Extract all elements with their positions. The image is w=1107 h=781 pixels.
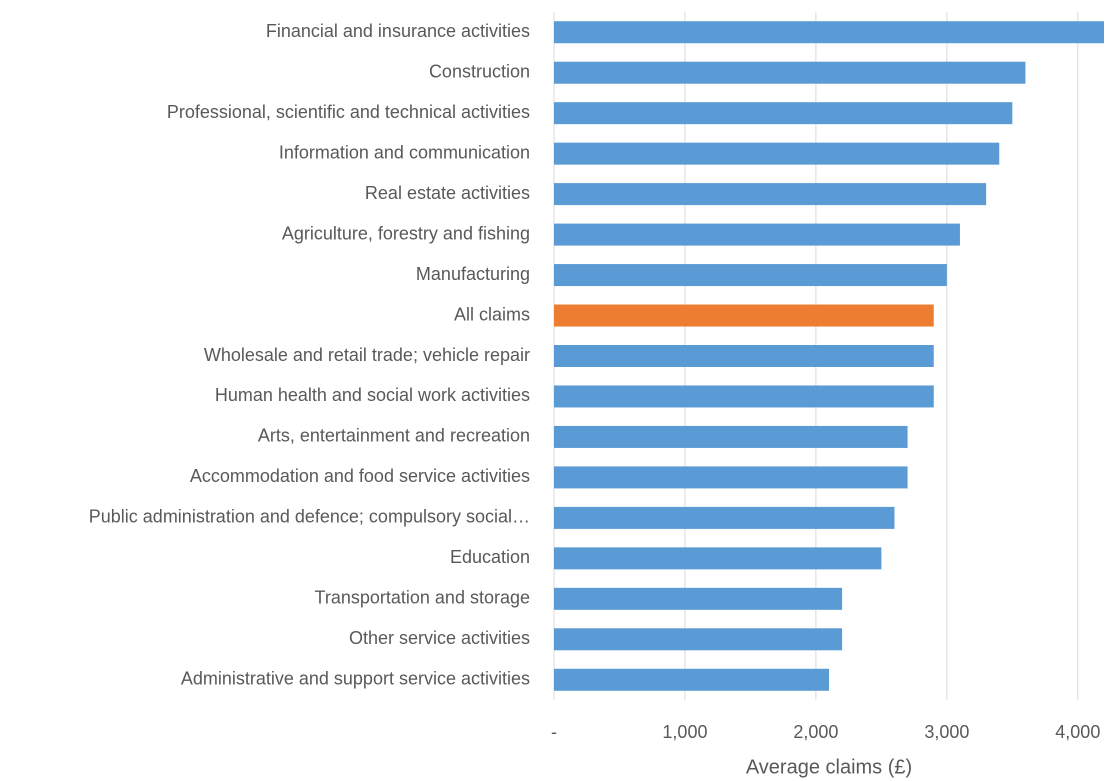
bar bbox=[554, 61, 1026, 84]
bar bbox=[554, 304, 934, 327]
bar bbox=[554, 668, 829, 691]
y-tick-label: Professional, scientific and technical a… bbox=[167, 102, 530, 122]
x-tick-label: 2,000 bbox=[793, 722, 838, 742]
y-tick-label: Real estate activities bbox=[365, 183, 530, 203]
y-tick-label: Agriculture, forestry and fishing bbox=[282, 223, 530, 243]
x-tick-label: 3,000 bbox=[924, 722, 969, 742]
bar bbox=[554, 21, 1104, 44]
x-tick-label: - bbox=[551, 722, 557, 742]
bar bbox=[554, 385, 934, 408]
y-tick-label: All claims bbox=[454, 304, 530, 324]
bar bbox=[554, 264, 947, 287]
y-tick-label: Manufacturing bbox=[416, 264, 530, 284]
x-tick-label: 4,000 bbox=[1055, 722, 1100, 742]
y-tick-label: Financial and insurance activities bbox=[266, 21, 530, 41]
bar bbox=[554, 506, 895, 529]
bar bbox=[554, 587, 843, 610]
x-tick-label: 1,000 bbox=[662, 722, 707, 742]
bar bbox=[554, 466, 908, 489]
y-tick-label: Human health and social work activities bbox=[215, 385, 530, 405]
y-tick-label: Public administration and defence; compu… bbox=[89, 507, 530, 527]
bar bbox=[554, 345, 934, 367]
bar bbox=[554, 628, 843, 651]
bar bbox=[554, 142, 1000, 165]
y-tick-label: Arts, entertainment and recreation bbox=[258, 426, 530, 446]
y-tick-label: Construction bbox=[429, 61, 530, 81]
bar bbox=[554, 223, 960, 246]
y-tick-label: Administrative and support service activ… bbox=[181, 669, 530, 689]
x-axis-title: Average claims (£) bbox=[746, 756, 912, 778]
y-tick-label: Information and communication bbox=[279, 142, 530, 162]
y-tick-label: Education bbox=[450, 547, 530, 567]
y-tick-label: Accommodation and food service activitie… bbox=[190, 466, 530, 486]
bar bbox=[554, 425, 908, 448]
y-tick-label: Wholesale and retail trade; vehicle repa… bbox=[204, 345, 530, 365]
y-tick-label: Transportation and storage bbox=[315, 588, 530, 608]
y-tick-label: Other service activities bbox=[349, 628, 530, 648]
bar bbox=[554, 183, 987, 206]
bar bbox=[554, 102, 1013, 125]
bar bbox=[554, 547, 882, 570]
